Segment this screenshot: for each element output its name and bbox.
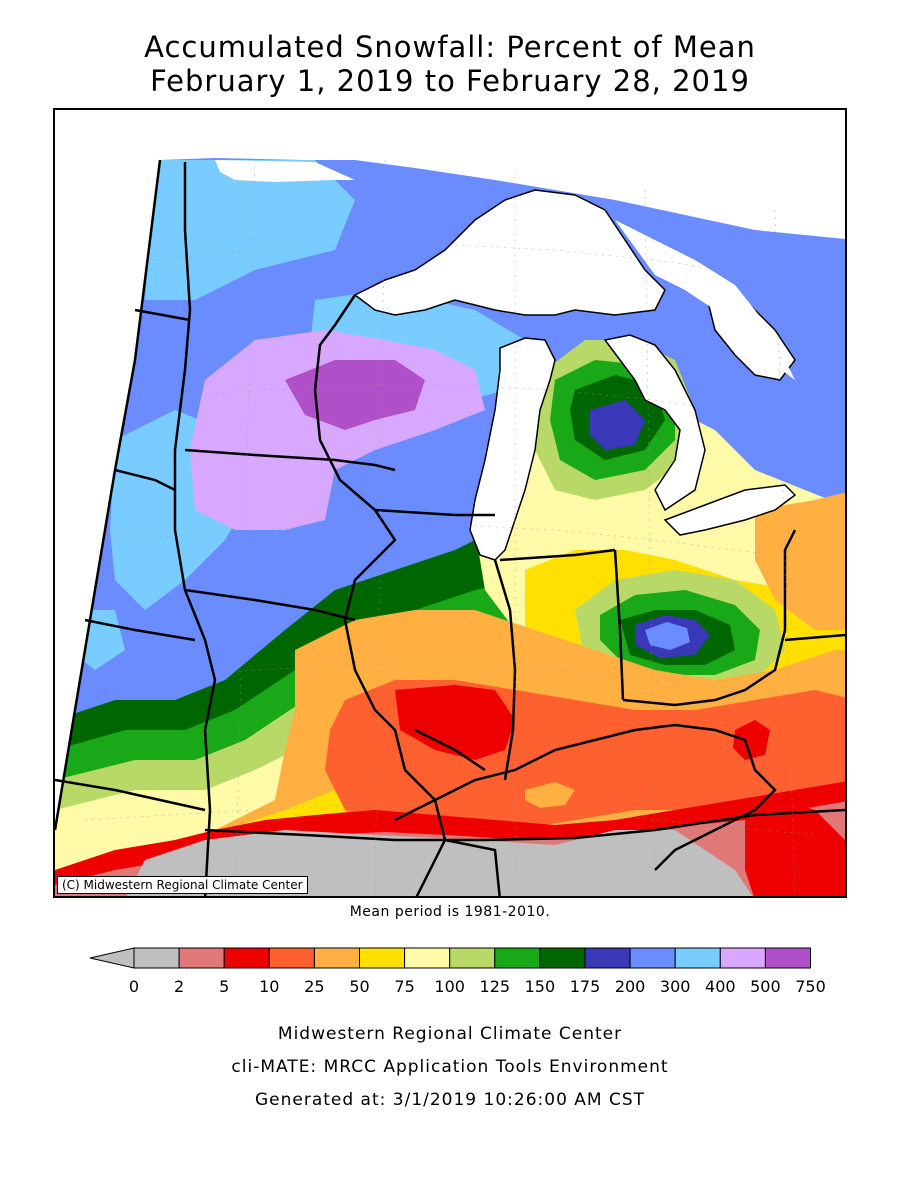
legend-tick-label: 175 xyxy=(570,977,601,996)
map-title: Accumulated Snowfall: Percent of Mean xyxy=(144,30,756,64)
legend-tick-label: 75 xyxy=(394,977,414,996)
footer-organization: Midwestern Regional Climate Center xyxy=(277,1024,623,1044)
great-lakes-and-unmapped-land xyxy=(215,160,797,561)
footer-generated-timestamp: Generated at: 3/1/2019 10:26:00 AM CST xyxy=(254,1090,646,1110)
footer: Midwestern Regional Climate Center cli-M… xyxy=(0,1018,900,1117)
legend-tick-label: 200 xyxy=(615,977,646,996)
legend-swatch xyxy=(404,947,451,969)
legend-tick-label: 100 xyxy=(434,977,465,996)
map-subtitle-date-range: February 1, 2019 to February 28, 2019 xyxy=(150,64,750,98)
mean-period-note: Mean period is 1981-2010. xyxy=(349,904,551,920)
legend-tick-label: 5 xyxy=(219,977,229,996)
legend-swatch xyxy=(449,947,496,969)
legend-swatch xyxy=(539,947,586,969)
legend-tick-label: 400 xyxy=(705,977,736,996)
map-frame: (C) Midwestern Regional Climate Center xyxy=(53,108,847,898)
legend-swatch xyxy=(674,947,721,969)
legend-tick-label: 2 xyxy=(174,977,184,996)
legend-swatch xyxy=(223,947,270,969)
legend-swatch xyxy=(494,947,541,969)
legend-tick-labels: 0 2 5 10 25 50 75 100 125 150 175 200 300 400 500 750 xyxy=(129,977,826,996)
legend-tick-label: 500 xyxy=(750,977,781,996)
legend-swatch xyxy=(178,947,225,969)
state-boundaries xyxy=(55,159,845,896)
legend-swatch xyxy=(584,947,631,969)
legend-tick-label: 125 xyxy=(480,977,511,996)
footer-tool-name: cli-MATE: MRCC Application Tools Environ… xyxy=(231,1057,669,1077)
legend-swatch xyxy=(359,947,406,969)
snowfall-percent-map xyxy=(55,158,845,896)
legend-swatch xyxy=(313,947,360,969)
copyright-label: (C) Midwestern Regional Climate Center xyxy=(57,876,308,894)
legend-tick-label: 10 xyxy=(259,977,279,996)
legend-tick-label: 300 xyxy=(660,977,691,996)
legend-swatch xyxy=(268,947,315,969)
legend-swatch xyxy=(133,947,180,969)
legend-swatch xyxy=(629,947,676,969)
legend-swatch xyxy=(719,947,766,969)
legend-tick-label: 0 xyxy=(129,977,139,996)
legend-tick-label: 150 xyxy=(525,977,556,996)
legend-tick-label: 25 xyxy=(304,977,324,996)
legend-swatch xyxy=(764,947,812,969)
legend-swatches xyxy=(89,947,812,969)
legend-tick-label: 750 xyxy=(795,977,826,996)
legend-underflow-arrow xyxy=(89,947,135,969)
legend-tick-label: 50 xyxy=(349,977,369,996)
color-scale-legend: 0 2 5 10 25 50 75 100 125 150 175 200 300 400 500 750 xyxy=(89,947,826,996)
lat-lon-grid xyxy=(84,159,816,896)
